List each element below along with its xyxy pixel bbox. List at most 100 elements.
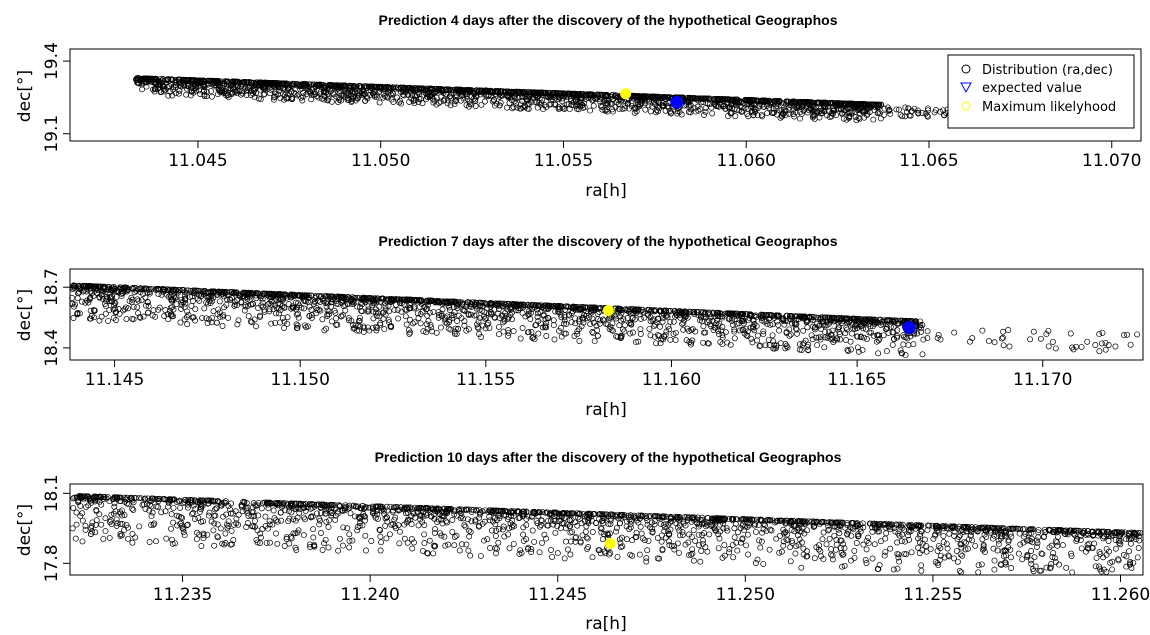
distribution-point <box>321 96 328 103</box>
distribution-point <box>278 80 285 87</box>
distribution-point <box>472 103 479 109</box>
distribution-point <box>466 88 473 95</box>
distribution-point <box>303 324 310 331</box>
distribution-point <box>758 111 765 118</box>
distribution-point <box>770 110 776 117</box>
distribution-point <box>140 79 147 86</box>
distribution-point <box>381 326 388 333</box>
distribution-point <box>512 100 519 107</box>
distribution-point <box>491 102 498 109</box>
distribution-point <box>315 94 322 101</box>
distribution-point <box>380 94 387 101</box>
distribution-point <box>504 104 510 111</box>
distribution-point <box>599 104 605 110</box>
distribution-point <box>754 97 761 104</box>
distribution-point <box>385 94 391 101</box>
distribution-point <box>78 298 85 305</box>
distribution-point <box>1096 331 1103 338</box>
y-tick-label: 19.1 <box>42 115 62 153</box>
distribution-point <box>863 546 870 553</box>
distribution-point <box>177 319 184 326</box>
distribution-point <box>400 84 407 91</box>
distribution-point <box>602 100 609 107</box>
distribution-point <box>1005 327 1012 333</box>
distribution-point <box>387 84 394 91</box>
distribution-point <box>429 86 436 93</box>
distribution-point <box>253 323 260 330</box>
distribution-point <box>139 86 146 93</box>
distribution-point <box>662 107 669 114</box>
x-tick-label: 11.170 <box>1013 370 1072 390</box>
distribution-point <box>1134 331 1141 338</box>
distribution-point <box>390 90 396 97</box>
distribution-point <box>350 94 357 101</box>
distribution-point <box>800 101 807 108</box>
distribution-point <box>129 531 136 537</box>
distribution-point <box>277 95 284 102</box>
panel-1-x-axis-label: ra[h] <box>585 181 626 201</box>
distribution-point <box>472 96 479 103</box>
distribution-point <box>657 323 663 330</box>
distribution-point <box>744 105 751 112</box>
distribution-point <box>613 528 619 535</box>
distribution-point <box>135 297 142 304</box>
distribution-point <box>460 92 467 98</box>
distribution-point <box>617 98 624 105</box>
distribution-point <box>167 88 174 95</box>
panel-2-y-axis-label: dec[°] <box>15 289 35 341</box>
panel-3-points <box>69 493 1144 576</box>
distribution-point <box>1027 336 1034 343</box>
distribution-point <box>819 536 826 543</box>
distribution-point <box>172 84 179 91</box>
distribution-point <box>817 105 824 112</box>
distribution-point <box>800 98 806 105</box>
distribution-point <box>184 308 191 315</box>
distribution-point <box>1134 554 1141 561</box>
distribution-point <box>883 530 890 537</box>
distribution-point <box>406 98 413 105</box>
distribution-point <box>430 99 437 106</box>
distribution-point <box>731 335 738 342</box>
distribution-point <box>791 98 797 105</box>
distribution-point <box>327 85 334 92</box>
distribution-point <box>685 109 692 116</box>
distribution-point <box>409 545 416 552</box>
distribution-point <box>330 91 337 98</box>
distribution-point <box>782 111 789 118</box>
distribution-point <box>495 323 502 330</box>
distribution-point <box>433 329 440 336</box>
distribution-point <box>175 90 182 97</box>
distribution-point <box>889 341 896 348</box>
x-tick-label: 11.165 <box>827 370 886 390</box>
distribution-point <box>874 110 881 117</box>
distribution-point <box>239 90 246 97</box>
distribution-point <box>136 523 143 530</box>
distribution-point <box>732 113 739 120</box>
distribution-point <box>245 313 252 320</box>
distribution-point <box>486 88 493 95</box>
distribution-point <box>280 80 287 87</box>
x-tick-label: 11.150 <box>270 370 329 390</box>
distribution-point <box>590 102 597 109</box>
distribution-point <box>187 92 194 99</box>
distribution-point <box>752 560 759 566</box>
distribution-point <box>448 95 454 102</box>
distribution-point <box>477 91 484 98</box>
distribution-point <box>478 87 485 94</box>
distribution-point <box>862 107 869 114</box>
distribution-point <box>496 102 503 109</box>
distribution-point <box>715 97 722 104</box>
distribution-point <box>604 106 611 113</box>
distribution-point <box>308 306 315 313</box>
distribution-point <box>702 105 709 112</box>
distribution-point <box>414 310 421 317</box>
distribution-point <box>570 102 577 109</box>
distribution-point <box>390 99 397 105</box>
distribution-point <box>918 562 925 569</box>
distribution-point <box>239 79 246 86</box>
distribution-point <box>509 105 516 112</box>
distribution-point <box>866 103 873 110</box>
distribution-point <box>561 92 568 99</box>
distribution-point <box>1127 341 1134 348</box>
distribution-point <box>454 86 461 93</box>
